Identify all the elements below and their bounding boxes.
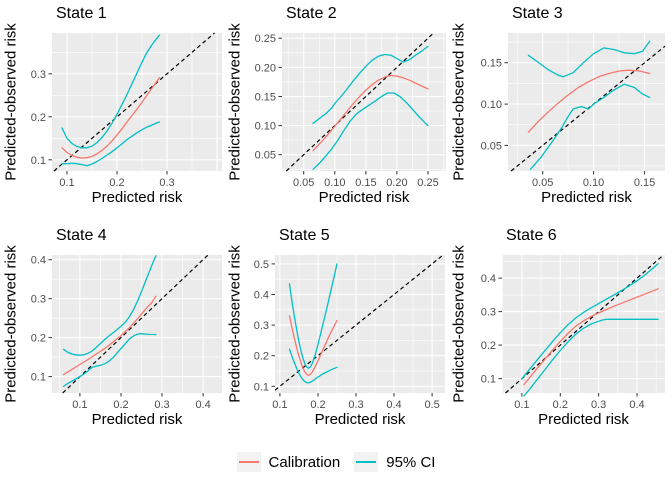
svg-text:0.15: 0.15 bbox=[355, 177, 376, 189]
legend-label: 95% CI bbox=[386, 453, 436, 471]
svg-text:0.15: 0.15 bbox=[634, 177, 655, 189]
svg-text:0.1: 0.1 bbox=[31, 372, 46, 384]
subplot-state-3: 0.05 0.10 0.15 0.05 0.10 0.15 State 3 Predict… bbox=[448, 0, 672, 222]
svg-text:0.2: 0.2 bbox=[113, 399, 128, 411]
svg-text:0.10: 0.10 bbox=[481, 99, 502, 111]
plot-grid: 0.1 0.2 0.3 0.1 0.2 0.3 State 1 Predicted-obs… bbox=[0, 0, 672, 444]
svg-text:0.1: 0.1 bbox=[72, 399, 87, 411]
svg-text:0.1: 0.1 bbox=[254, 381, 269, 393]
svg-text:0.1: 0.1 bbox=[514, 399, 529, 411]
svg-text:0.20: 0.20 bbox=[255, 62, 276, 74]
y-axis-label: Predicted-observed risk bbox=[226, 23, 244, 181]
calibration-line-swatch bbox=[238, 461, 259, 463]
subplot-state-2: 0.05 0.10 0.15 0.20 0.25 0.05 0.10 0.15 0.20 0.25… bbox=[224, 0, 448, 222]
svg-text:0.3: 0.3 bbox=[154, 399, 169, 411]
y-axis-label: Predicted-observed risk bbox=[450, 245, 468, 403]
svg-text:0.05: 0.05 bbox=[255, 150, 276, 162]
svg-text:0.4: 0.4 bbox=[195, 399, 210, 411]
ci-line-swatch bbox=[356, 461, 377, 463]
panel-plot-state-6: 0.1 0.2 0.3 0.4 0.1 0.2 0.3 0.4 bbox=[481, 254, 665, 411]
svg-text:0.3: 0.3 bbox=[31, 69, 46, 81]
subplot-state-5: 0.1 0.2 0.3 0.4 0.5 0.1 0.2 0.3 0.4 0.5 State 5 P… bbox=[224, 222, 448, 444]
legend-item-calibration: Calibration bbox=[236, 452, 341, 472]
svg-text:0.2: 0.2 bbox=[31, 112, 46, 124]
svg-text:0.3: 0.3 bbox=[348, 399, 363, 411]
panel-plot-state-4: 0.1 0.2 0.3 0.4 0.1 0.2 0.3 0.4 bbox=[31, 254, 222, 411]
svg-text:0.25: 0.25 bbox=[417, 177, 438, 189]
svg-text:0.4: 0.4 bbox=[629, 399, 644, 411]
y-axis-label: Predicted-observed risk bbox=[450, 23, 468, 181]
x-axis-label: Predicted risk bbox=[91, 189, 183, 206]
svg-text:0.05: 0.05 bbox=[481, 140, 502, 152]
subplot-state-6: 0.1 0.2 0.3 0.4 0.1 0.2 0.3 0.4 State 6 Predict… bbox=[448, 222, 672, 444]
svg-text:0.25: 0.25 bbox=[255, 33, 276, 45]
svg-text:0.05: 0.05 bbox=[532, 177, 553, 189]
panel-plot-state-2: 0.05 0.10 0.15 0.20 0.25 0.05 0.10 0.15 0.20 0.25 bbox=[255, 32, 446, 189]
subplot-state-4: 0.1 0.2 0.3 0.4 0.1 0.2 0.3 0.4 State 4 Predict… bbox=[0, 222, 224, 444]
svg-text:0.3: 0.3 bbox=[254, 320, 269, 332]
plot-title: State 3 bbox=[512, 5, 563, 22]
svg-text:0.10: 0.10 bbox=[255, 121, 276, 133]
svg-text:0.10: 0.10 bbox=[324, 177, 345, 189]
svg-text:0.3: 0.3 bbox=[31, 294, 46, 306]
svg-text:0.2: 0.2 bbox=[31, 333, 46, 345]
svg-text:0.2: 0.2 bbox=[109, 177, 124, 189]
panel-plot-state-1: 0.1 0.2 0.3 0.1 0.2 0.3 bbox=[31, 32, 222, 189]
svg-text:0.4: 0.4 bbox=[31, 255, 46, 267]
svg-text:0.4: 0.4 bbox=[386, 399, 401, 411]
svg-text:0.3: 0.3 bbox=[591, 399, 606, 411]
svg-text:0.2: 0.2 bbox=[310, 399, 325, 411]
x-axis-label: Predicted risk bbox=[538, 411, 629, 428]
svg-text:0.4: 0.4 bbox=[254, 290, 269, 302]
y-axis-label: Predicted-observed risk bbox=[2, 245, 20, 403]
svg-text:0.20: 0.20 bbox=[386, 177, 407, 189]
svg-text:0.1: 0.1 bbox=[481, 374, 496, 386]
panel-plot-state-3: 0.05 0.10 0.15 0.05 0.10 0.15 bbox=[481, 33, 666, 189]
subplot-state-1: 0.1 0.2 0.3 0.1 0.2 0.3 State 1 Predicted-obs… bbox=[0, 0, 224, 222]
svg-text:0.15: 0.15 bbox=[481, 58, 502, 70]
plot-title: State 6 bbox=[506, 227, 557, 244]
svg-text:0.5: 0.5 bbox=[254, 259, 269, 271]
x-axis-label: Predicted risk bbox=[318, 189, 410, 206]
svg-text:0.5: 0.5 bbox=[424, 399, 439, 411]
svg-text:0.4: 0.4 bbox=[481, 273, 496, 285]
legend-key-ci bbox=[354, 452, 379, 472]
svg-text:0.1: 0.1 bbox=[59, 177, 74, 189]
svg-text:0.1: 0.1 bbox=[31, 155, 46, 167]
plot-title: State 2 bbox=[286, 5, 337, 22]
y-axis-label: Predicted-observed risk bbox=[226, 245, 244, 403]
svg-text:0.3: 0.3 bbox=[159, 177, 174, 189]
svg-text:0.1: 0.1 bbox=[272, 399, 287, 411]
x-axis-label: Predicted risk bbox=[91, 411, 183, 428]
svg-text:0.15: 0.15 bbox=[255, 92, 276, 104]
plot-title: State 5 bbox=[279, 227, 330, 244]
panel-plot-state-5: 0.1 0.2 0.3 0.4 0.5 0.1 0.2 0.3 0.4 0.5 bbox=[254, 254, 445, 411]
svg-text:0.2: 0.2 bbox=[254, 351, 269, 363]
svg-text:0.10: 0.10 bbox=[583, 177, 604, 189]
legend-label: Calibration bbox=[268, 453, 341, 471]
legend-item-ci: 95% CI bbox=[354, 452, 435, 472]
y-axis-label: Predicted-observed risk bbox=[2, 23, 20, 181]
svg-text:0.3: 0.3 bbox=[481, 307, 496, 319]
plot-title: State 4 bbox=[56, 227, 107, 244]
svg-text:0.05: 0.05 bbox=[293, 177, 314, 189]
svg-text:0.2: 0.2 bbox=[481, 340, 496, 352]
x-axis-label: Predicted risk bbox=[314, 411, 406, 428]
svg-text:0.2: 0.2 bbox=[553, 399, 568, 411]
plot-title: State 1 bbox=[56, 5, 107, 22]
x-axis-label: Predicted risk bbox=[541, 189, 632, 206]
legend: Calibration 95% CI bbox=[0, 444, 672, 480]
legend-key-calibration bbox=[236, 452, 261, 472]
